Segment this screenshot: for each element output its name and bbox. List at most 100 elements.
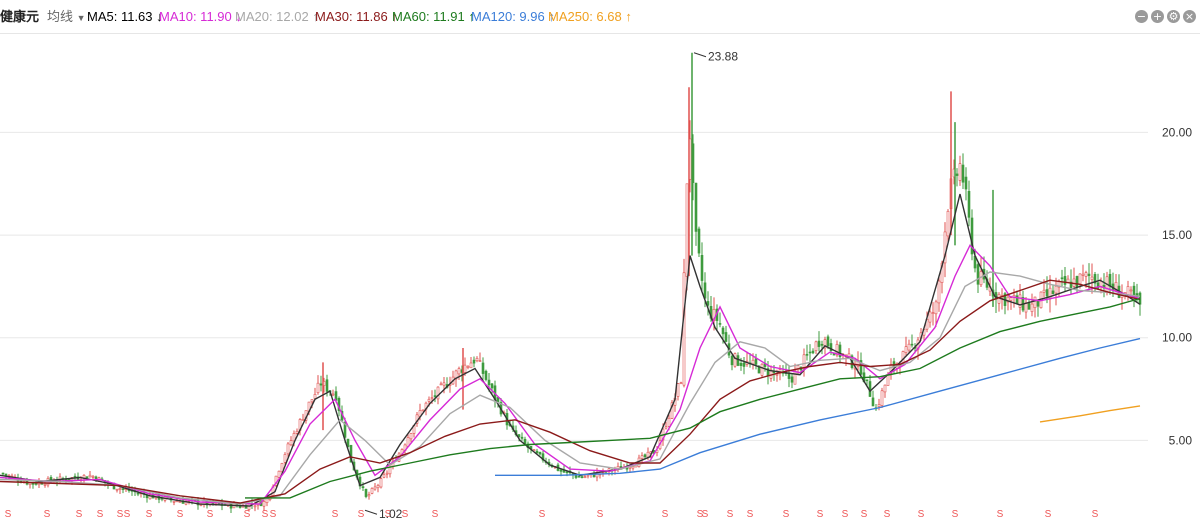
zoom-out-icon[interactable]: − (1135, 10, 1148, 23)
candle-body (664, 426, 668, 429)
candle-body (487, 379, 491, 386)
candle-body (283, 454, 287, 463)
candle-body (910, 343, 914, 346)
candle-body (463, 364, 467, 373)
settings-icon[interactable]: ⚙ (1167, 10, 1180, 23)
candle-body (934, 301, 938, 315)
candle-body (937, 280, 941, 304)
candle-body (1078, 273, 1082, 285)
candle-body (469, 362, 473, 369)
candle-body (1081, 273, 1085, 276)
ma-line-ma20 (0, 271, 1141, 505)
candle-body (1084, 272, 1088, 277)
sell-signal-label: S (97, 509, 104, 520)
ma20-value: MA20: 12.02 ↑ (235, 9, 319, 24)
sell-signal-label: S (177, 509, 184, 520)
candle-body (1009, 297, 1013, 301)
candle-body (484, 370, 488, 380)
candle-body (961, 164, 965, 183)
candle-body (433, 395, 437, 397)
candle-body (733, 353, 737, 367)
y-tick-label: 15.00 (1162, 228, 1192, 242)
candle-body (331, 393, 335, 396)
candle-body (295, 430, 299, 434)
candle-body (436, 386, 440, 400)
candle-body (760, 363, 764, 376)
sell-signal-label: S (124, 509, 131, 520)
sell-signal-label: S (727, 509, 734, 520)
candle-body (706, 301, 710, 306)
ma-line-ma30 (0, 279, 1141, 504)
candle-body (823, 339, 827, 349)
zoom-in-icon[interactable]: + (1151, 10, 1164, 23)
candle-body (631, 466, 635, 469)
candle-body (535, 450, 539, 454)
candle-body (442, 382, 446, 386)
candle-body (964, 176, 968, 190)
candle-body (829, 343, 833, 352)
ma-line-ma60 (245, 297, 1141, 499)
candle-body (559, 469, 563, 472)
candle-body (1042, 289, 1046, 293)
chart-header: 健康元 均线 ▼ MA5: 11.63 ↓ MA10: 11.90 ↓ MA20… (0, 0, 1200, 34)
candle-body (871, 397, 875, 407)
candle-body (640, 455, 644, 459)
candle-body (721, 327, 725, 335)
candle-body (1060, 277, 1064, 280)
sell-signal-label: S (44, 509, 51, 520)
candle-body (928, 311, 932, 323)
candle-body (865, 379, 869, 382)
candle-body (538, 451, 542, 455)
candle-body (4, 473, 8, 476)
candle-body (346, 438, 350, 448)
sell-signal-label: S (539, 509, 546, 520)
candle-body (700, 255, 704, 281)
candle-body (277, 470, 281, 478)
candle-body (364, 488, 368, 497)
sell-signal-label: S (842, 509, 849, 520)
candle-body (121, 488, 125, 490)
indicator-selector[interactable]: 均线 ▼ (47, 8, 86, 27)
candle-body (313, 394, 317, 399)
candle-body (520, 436, 524, 439)
candle-body (1, 472, 5, 475)
sell-signal-label: S (402, 509, 409, 520)
candle-body (790, 376, 794, 383)
candle-body (1018, 294, 1022, 308)
candle-body (517, 434, 521, 438)
candle-body (115, 488, 119, 491)
candle-body (286, 443, 290, 455)
candle-body (316, 382, 320, 394)
close-icon[interactable]: × (1183, 10, 1196, 23)
candle-body (1087, 273, 1091, 277)
sell-signal-label: S (997, 509, 1004, 520)
candle-body (430, 397, 434, 399)
candle-body (541, 453, 545, 461)
candle-body (343, 421, 347, 438)
candle-body (427, 398, 431, 402)
candle-body (265, 498, 269, 503)
sell-signal-label: S (918, 509, 925, 520)
ma-line-ma250 (1039, 405, 1141, 423)
candle-body (742, 362, 746, 367)
grid-lines (0, 131, 1148, 441)
ma-lines (0, 193, 1141, 507)
candle-body (379, 478, 383, 488)
candle-body (643, 454, 647, 458)
candle-body (772, 371, 776, 374)
candle-body (388, 466, 392, 475)
candle-body (1030, 303, 1034, 312)
candle-body (676, 383, 680, 397)
candle-body (385, 472, 389, 475)
candle-body (301, 418, 305, 421)
ma120-value: MA120: 9.96 ↑ (471, 9, 555, 24)
sell-signal-label: S (432, 509, 439, 520)
candle-body (577, 475, 581, 478)
candle-body (292, 433, 296, 442)
candle-body (976, 264, 980, 285)
candle-body (718, 323, 722, 325)
candle-body (472, 359, 476, 364)
candle-body (883, 384, 887, 393)
candle-body (262, 501, 266, 507)
